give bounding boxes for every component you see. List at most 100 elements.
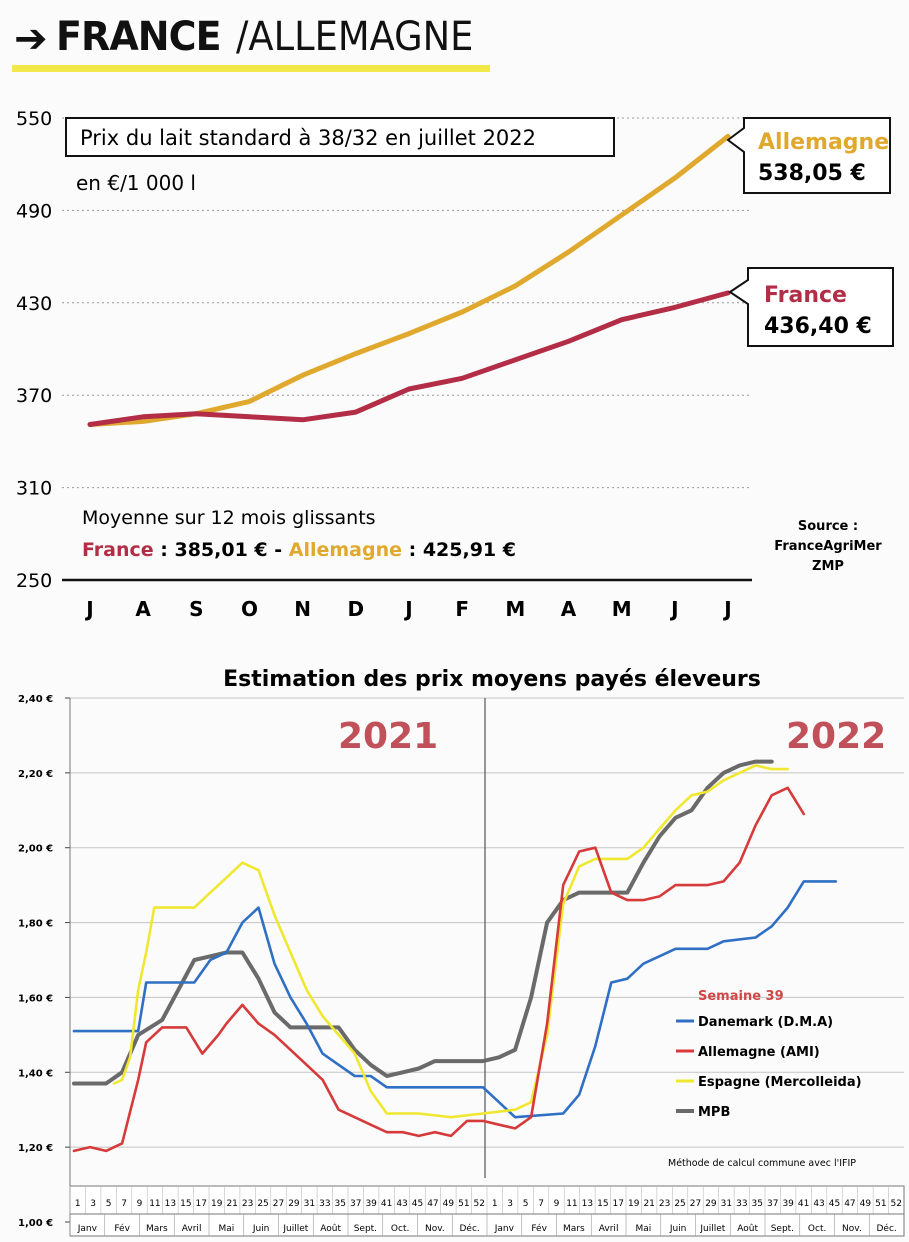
chart1-series-lines xyxy=(87,133,731,427)
chart1-point-allemagne xyxy=(726,134,730,138)
chart2-legend: Semaine 39 Danemark (D.M.A) Allemagne (AM… xyxy=(676,989,862,1120)
chart2-week-tick-label: 39 xyxy=(365,1199,377,1209)
chart2-week-tick-label: 17 xyxy=(196,1199,207,1209)
chart1-point-allemagne xyxy=(673,176,677,180)
chart1-point-allemagne xyxy=(248,399,251,403)
chart2-week-tick-label: 7 xyxy=(121,1199,127,1209)
chart2-week-tick-label: 43 xyxy=(813,1199,824,1209)
chart2-y-ticks: 1,00 € 1,20 € 1,40 € 1,60 € 1,80 € 2,00 € 2,20… xyxy=(18,694,53,1229)
chart2-week-tick-label: 31 xyxy=(721,1199,732,1209)
chart2-week-tick-label: 52 xyxy=(891,1199,902,1209)
callout-france: France 436,40 € xyxy=(728,267,894,347)
chart1-point-allemagne xyxy=(301,373,305,377)
chart2-week-tick-label: 1 xyxy=(492,1199,498,1209)
chart2-month-label: Mars xyxy=(563,1224,585,1234)
average-france-value: : 385,01 € xyxy=(154,539,268,561)
chart2-month-label: Juillet xyxy=(282,1224,308,1234)
chart2-week-tick-label: 47 xyxy=(844,1199,855,1209)
chart2-week-tick-label: 7 xyxy=(538,1199,544,1209)
chart1-title: Prix du lait standard à 38/32 en juillet… xyxy=(80,126,536,150)
header-country-allemagne-text: ALLEMAGNE xyxy=(248,14,474,60)
chart2-month-label: Mars xyxy=(146,1224,168,1234)
header-country-allemagne: /ALLEMAGNE xyxy=(236,14,473,60)
chart1-x-tick-label: M xyxy=(505,597,525,621)
chart2-week-tick-label: 33 xyxy=(319,1199,330,1209)
callout-allemagne: Allemagne 538,05 € xyxy=(726,117,891,194)
chart1-x-tick-label: J xyxy=(403,597,412,621)
chart2-month-label: Juin xyxy=(669,1224,687,1234)
chart2-month-label: Mai xyxy=(218,1224,234,1234)
chart1-x-tick-label: S xyxy=(189,597,203,621)
chart1-point-france xyxy=(194,412,198,416)
chart2-week-tick-label: 25 xyxy=(257,1199,268,1209)
chart2-line-danemark-d-m-a- xyxy=(72,880,838,1119)
chart2-month-label: Avril xyxy=(599,1224,619,1234)
chart1-x-tick-label: M xyxy=(612,597,632,621)
chart2-week-tick-label: 23 xyxy=(659,1199,670,1209)
chart2-week-tick-label: 3 xyxy=(507,1199,513,1209)
callout-france-value: 436,40 € xyxy=(764,314,872,339)
chart-prix-moyens-eleveurs: Estimation des prix moyens payés éleveur… xyxy=(18,667,905,1237)
chart1-point-allemagne xyxy=(567,250,570,254)
chart2-week-tick-label: 5 xyxy=(523,1199,529,1209)
chart2-week-tick-label: 27 xyxy=(690,1199,701,1209)
average-title: Moyenne sur 12 mois glissants xyxy=(82,507,376,529)
chart2-week-tick-label: 29 xyxy=(288,1199,300,1209)
source-label: Source : xyxy=(798,519,858,534)
chart2-week-tick-label: 45 xyxy=(412,1199,423,1209)
chart2-week-tick-label: 43 xyxy=(396,1199,407,1209)
chart2-week-tick-label: 9 xyxy=(554,1199,560,1209)
chart1-point-france xyxy=(88,422,92,426)
chart2-month-label: Oct. xyxy=(391,1224,409,1234)
chart1-x-tick-label: J xyxy=(669,597,678,621)
chart1-y-tick-label: 430 xyxy=(16,293,52,315)
page-header: ➔ FRANCE /ALLEMAGNE xyxy=(12,10,492,72)
average-allemagne-label: Allemagne xyxy=(289,539,402,561)
chart2-week-tick-label: 37 xyxy=(767,1199,778,1209)
chart1-point-france xyxy=(620,318,624,322)
chart2-month-label: Oct. xyxy=(808,1224,826,1234)
chart1-y-tick-label: 490 xyxy=(16,200,52,222)
chart1-y-tick-label: 310 xyxy=(16,478,52,500)
chart1-x-tick-label: O xyxy=(241,597,258,621)
source-zmp: ZMP xyxy=(812,559,844,574)
chart2-week-tick-label: 15 xyxy=(597,1199,608,1209)
chart1-point-france xyxy=(354,410,358,414)
chart2-x-axis: 1 3 5 7 9 11 13 15 17 19 21 23 25 27 29 31 33 35 37 39 41 43 4… xyxy=(69,1185,905,1237)
chart2-week-tick-label: 29 xyxy=(705,1199,717,1209)
chart1-title-box: Prix du lait standard à 38/32 en juillet… xyxy=(65,117,615,157)
callout-france-frame xyxy=(728,267,894,347)
chart2-y-tick-label: 2,20 € xyxy=(18,769,53,780)
chart2-y-tick-label: 1,00 € xyxy=(18,1218,53,1229)
chart1-point-allemagne xyxy=(460,310,464,314)
chart2-line-espagne-mercolleida- xyxy=(112,764,790,1119)
chart1-point-france xyxy=(248,415,251,419)
chart2-y-tick-label: 1,40 € xyxy=(18,1068,53,1079)
chart2-week-tick-label: 19 xyxy=(628,1199,640,1209)
chart2-month-label: Juin xyxy=(252,1224,270,1234)
chart1-source: Source : FranceAgriMer ZMP xyxy=(774,519,882,574)
chart2-week-tick-label: 47 xyxy=(427,1199,438,1209)
chart2-title: Estimation des prix moyens payés éleveur… xyxy=(223,667,761,692)
chart1-point-allemagne xyxy=(513,284,517,288)
chart2-week-tick-label: 39 xyxy=(782,1199,794,1209)
chart1-point-allemagne xyxy=(620,213,624,217)
callout-allemagne-frame xyxy=(726,117,891,194)
chart2-y-tick-label: 1,80 € xyxy=(18,919,53,930)
year-label-2022: 2022 xyxy=(786,716,886,757)
chart2-week-tick-label: 51 xyxy=(458,1199,469,1209)
arrow-icon: ➔ xyxy=(14,16,47,62)
chart1-y-tick-label: 250 xyxy=(16,570,52,592)
chart2-y-tick-label: 1,20 € xyxy=(18,1143,53,1154)
chart2-week-tick-label: 11 xyxy=(566,1199,577,1209)
chart2-line-allemagne-ami- xyxy=(72,786,806,1153)
chart1-title-frame xyxy=(65,117,615,157)
chart2-month-label: Sept. xyxy=(771,1224,794,1234)
chart2-week-tick-label: 52 xyxy=(474,1199,485,1209)
chart2-month-label: Janv xyxy=(77,1224,98,1234)
average-values: France : 385,01 € - Allemagne : 425,91 € xyxy=(82,539,516,561)
chart1-subtitle: en €/1 000 l xyxy=(76,171,196,195)
legend-label: Allemagne (AMI) xyxy=(698,1045,820,1060)
chart2-month-label: Déc. xyxy=(459,1223,479,1234)
